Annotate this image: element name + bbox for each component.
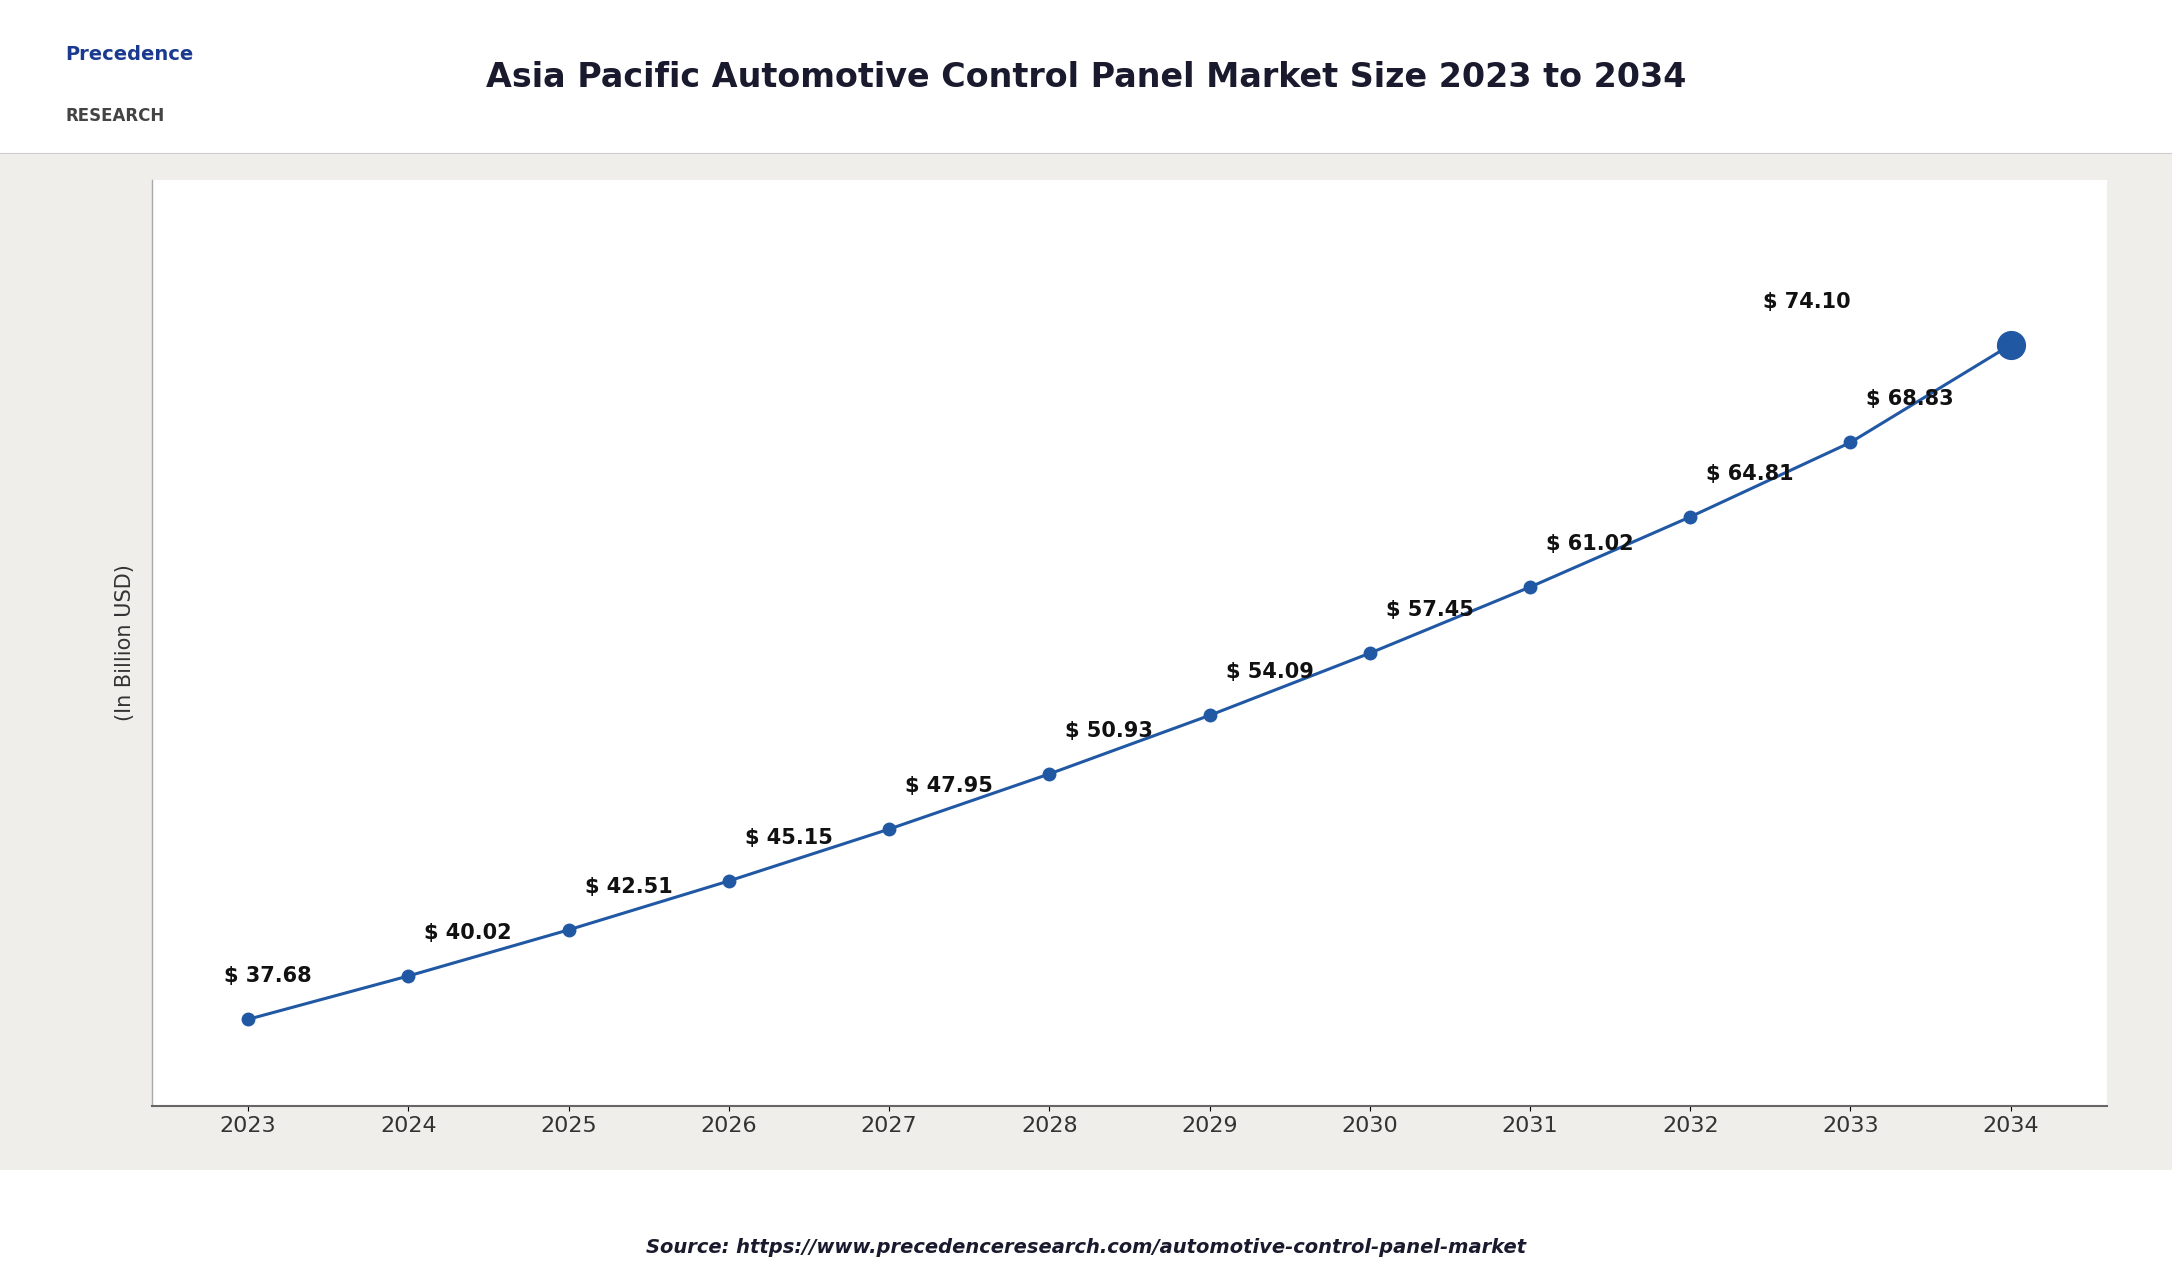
Text: $ 68.83: $ 68.83 [1866, 390, 1955, 409]
Y-axis label: (In Billion USD): (In Billion USD) [115, 565, 135, 721]
Text: $ 74.10: $ 74.10 [1764, 292, 1851, 311]
Text: $ 45.15: $ 45.15 [745, 828, 832, 847]
Text: Precedence: Precedence [65, 45, 193, 63]
Text: $ 57.45: $ 57.45 [1386, 599, 1473, 620]
Text: Asia Pacific Automotive Control Panel Market Size 2023 to 2034: Asia Pacific Automotive Control Panel Ma… [487, 60, 1685, 94]
Text: $ 42.51: $ 42.51 [584, 877, 673, 896]
Text: $ 47.95: $ 47.95 [906, 775, 993, 796]
Text: Source: https://www.precedenceresearch.com/automotive-control-panel-market: Source: https://www.precedenceresearch.c… [645, 1238, 1527, 1256]
Text: $ 64.81: $ 64.81 [1707, 463, 1794, 484]
Text: $ 61.02: $ 61.02 [1546, 534, 1633, 554]
Text: $ 40.02: $ 40.02 [424, 922, 513, 943]
Text: $ 54.09: $ 54.09 [1225, 662, 1314, 682]
Text: $ 50.93: $ 50.93 [1064, 720, 1153, 741]
Text: $ 37.68: $ 37.68 [224, 966, 313, 986]
Text: RESEARCH: RESEARCH [65, 107, 165, 125]
